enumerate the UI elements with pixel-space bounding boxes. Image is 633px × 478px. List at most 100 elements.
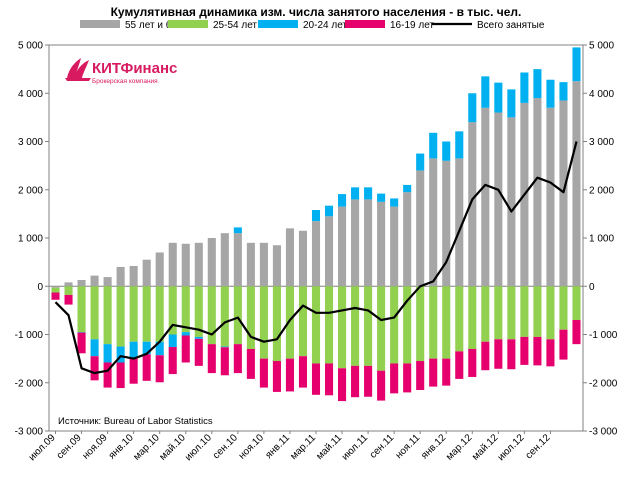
bar-segment — [507, 117, 516, 287]
bar-segment — [194, 336, 203, 339]
bar-segment — [220, 233, 229, 287]
bar-segment — [194, 286, 203, 337]
y-tick-label-left: 2 000 — [18, 185, 43, 196]
bar-segment — [442, 358, 451, 386]
bar-segment — [246, 286, 255, 349]
bar-segment — [272, 286, 281, 362]
bar-segment — [51, 286, 60, 288]
bar-segment — [520, 286, 529, 337]
bar-segment — [455, 158, 464, 287]
y-tick-label-right: 5 000 — [589, 41, 614, 52]
bar-segment — [338, 206, 347, 287]
bar-segment — [116, 266, 125, 287]
bar-segment — [338, 368, 347, 402]
bar-segment — [377, 370, 386, 401]
line-layer — [54, 141, 578, 375]
bar-segment — [246, 348, 255, 379]
bar-segment — [181, 286, 190, 333]
logo-brand-text: КИТФинанс — [92, 60, 177, 77]
bar-segment — [416, 361, 425, 390]
y-tick-label-left: -1 000 — [15, 330, 44, 341]
bar-segment — [507, 286, 516, 340]
bar-segment — [403, 184, 412, 193]
bar-segment — [442, 286, 451, 359]
legend-swatch — [80, 20, 120, 28]
y-tick-label-right: 2 000 — [589, 185, 614, 196]
logo-subtitle: Брокерская компания — [92, 78, 158, 85]
y-tick-label-left: 3 000 — [18, 137, 43, 148]
bar-segment — [416, 286, 425, 362]
bar-segment — [390, 198, 399, 207]
y-tick-label-right: -3 000 — [589, 427, 618, 438]
bar-segment — [77, 286, 86, 333]
bar-segment — [324, 205, 334, 217]
x-tick-label: сен.10 — [211, 432, 240, 461]
bar-segment — [298, 356, 308, 388]
bar-segment — [51, 287, 60, 293]
y-tick-label-left: 0 — [37, 282, 43, 293]
x-tick-label: ноя.09 — [80, 432, 110, 462]
bar-segment — [338, 286, 347, 369]
bar-segment — [324, 363, 334, 396]
bar-segment — [285, 358, 294, 392]
bar-segment — [520, 336, 529, 365]
total-employed-line — [54, 141, 578, 375]
bar-segment — [311, 363, 321, 395]
bar-segment — [116, 286, 125, 347]
bar-segment — [233, 233, 242, 287]
bar-segment — [390, 206, 399, 287]
bar-segment — [338, 194, 347, 207]
legend-label: Всего занятые — [477, 20, 545, 31]
x-tick-label: ноя.11 — [394, 432, 423, 461]
x-tick-label: июл.11 — [340, 432, 371, 463]
bar-segment — [403, 192, 412, 287]
bar-segment — [220, 286, 229, 347]
bar-segment — [559, 100, 568, 287]
bar-segment — [103, 277, 112, 287]
bar-segment — [324, 216, 334, 287]
bar-segment — [442, 141, 451, 161]
bar-segment — [364, 199, 373, 287]
legend-label: 20-24 лет — [303, 20, 347, 31]
bar-segment — [429, 158, 438, 287]
bar-segment — [207, 238, 216, 287]
bar-segment — [572, 286, 581, 321]
bar-segment — [181, 335, 190, 363]
bar-segment — [481, 286, 490, 342]
bar-segment — [285, 286, 294, 359]
bar-segment — [181, 332, 190, 336]
bar-segment — [90, 356, 99, 381]
bar-segment — [533, 69, 542, 99]
bar-segment — [546, 339, 555, 367]
bar-segment — [377, 201, 386, 287]
bar-segment — [168, 347, 177, 375]
x-tick-label: май.11 — [314, 432, 344, 462]
y-tick-label-right: -1 000 — [589, 330, 618, 341]
kit-logo-icon — [65, 58, 91, 81]
y-tick-label-left: 5 000 — [18, 41, 43, 52]
bar-segment — [390, 363, 399, 394]
y-tick-label-right: 4 000 — [589, 89, 614, 100]
bar-segment — [416, 153, 425, 171]
bar-segment — [468, 122, 477, 287]
bar-segment — [116, 346, 125, 363]
x-tick-label: сен.09 — [55, 432, 84, 461]
bar-segment — [233, 344, 242, 374]
bars — [51, 47, 581, 402]
bar-segment — [168, 334, 177, 348]
bar-segment — [194, 242, 203, 287]
bar-segment — [455, 351, 464, 379]
bar-segment — [298, 286, 308, 357]
bar-segment — [272, 361, 281, 392]
y-tick-label-left: -3 000 — [15, 427, 44, 438]
bar-segment — [220, 347, 229, 376]
legend-swatch — [258, 20, 298, 28]
bar-segment — [429, 132, 438, 159]
bar-segment — [351, 187, 360, 200]
bar-segment — [259, 286, 268, 359]
x-tick-label: июл.10 — [183, 432, 214, 463]
brand-logo: КИТФинанс Брокерская компания — [65, 58, 177, 85]
bar-segment — [207, 286, 216, 345]
bar-segment — [377, 286, 386, 371]
